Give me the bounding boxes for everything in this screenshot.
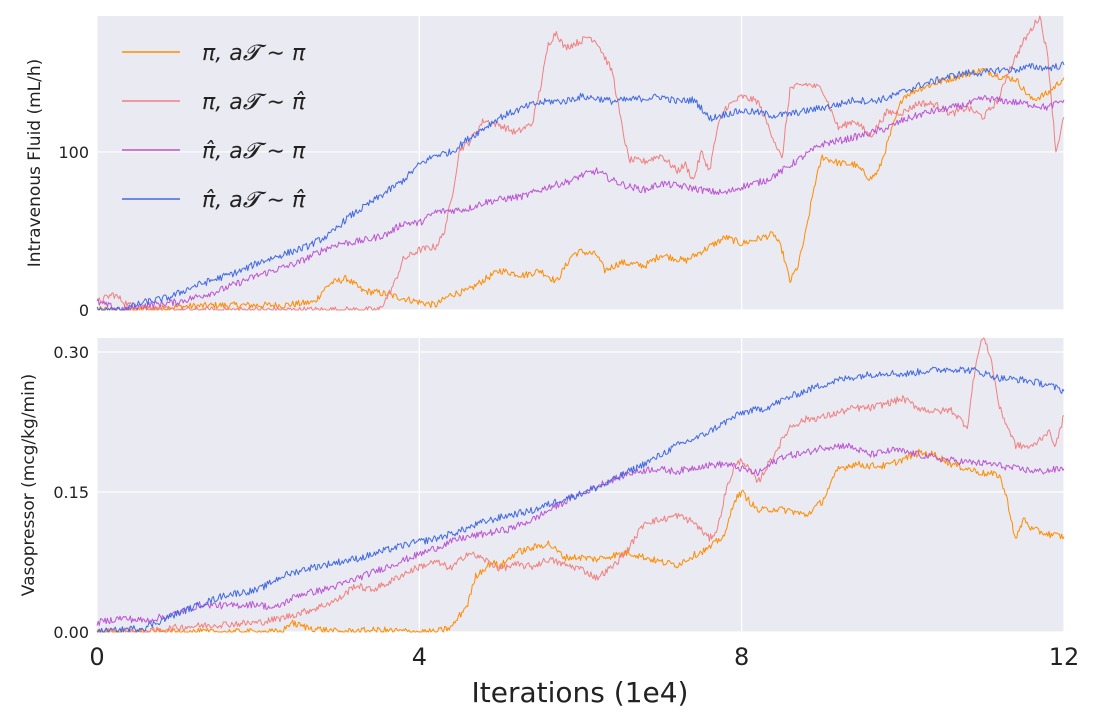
y-ticks-top: 0 100	[58, 143, 89, 320]
legend: π, a𝓣 ∼ π π, a𝓣 ∼ π̂ π̂, a𝓣 ∼ π π̂, a𝓣 ∼ π̂	[122, 41, 306, 213]
series-bottom	[96, 337, 1065, 633]
legend-label-pihat_pi: π̂, a𝓣 ∼ π	[202, 139, 306, 164]
x-tick-label: 4	[412, 643, 427, 671]
y-tick-label-bottom: 0.00	[53, 623, 89, 642]
legend-label-pihat_pihat: π̂, a𝓣 ∼ π̂	[202, 188, 306, 213]
y-tick-label-top: 0	[79, 301, 89, 320]
x-axis-label: Iterations (1e4)	[472, 676, 689, 709]
plot-area-bottom	[97, 338, 1064, 632]
x-tick-label: 12	[1049, 643, 1080, 671]
series-line-pihat_pi-bottom	[96, 442, 1065, 626]
series-line-pi_pihat-bottom	[96, 337, 1065, 633]
y-tick-label-bottom: 0.30	[53, 343, 89, 362]
series-line-pihat_pi-top	[96, 95, 1065, 311]
series-line-pi_pihat-top	[96, 15, 1065, 311]
bottom-panel: 0.00 0.15 0.30 Vasopressor (mcg/kg/min)	[19, 337, 1065, 642]
series-line-pihat_pihat-top	[96, 61, 1065, 311]
y-axis-label-vasopressor: Vasopressor (mcg/kg/min)	[19, 374, 39, 596]
series-top	[96, 15, 1065, 311]
legend-label-pi_pihat: π, a𝓣 ∼ π̂	[202, 90, 306, 115]
y-ticks-bottom: 0.00 0.15 0.30	[53, 343, 89, 642]
series-line-pi_pi-bottom	[96, 448, 1065, 633]
x-tick-label: 8	[734, 643, 749, 671]
y-tick-label-top: 100	[58, 143, 89, 162]
x-ticks: 0 4 8 12	[89, 643, 1079, 671]
series-line-pihat_pihat-bottom	[97, 366, 1065, 633]
legend-label-pi_pi: π, a𝓣 ∼ π	[202, 41, 306, 66]
x-tick-label: 0	[89, 643, 104, 671]
series-line-pi_pi-top	[96, 67, 1065, 311]
y-axis-label-iv-fluid: Intravenous Fluid (mL/h)	[25, 59, 45, 268]
y-tick-label-bottom: 0.15	[53, 483, 89, 502]
